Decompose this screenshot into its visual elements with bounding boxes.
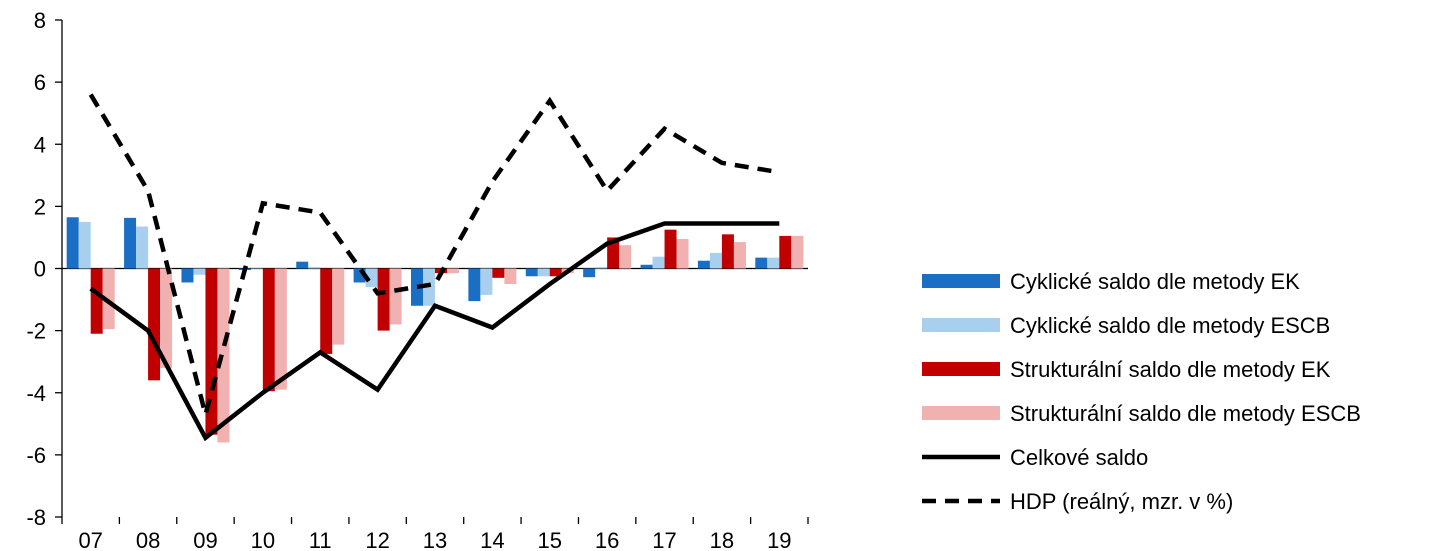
bar-2-1 — [148, 268, 161, 381]
y-tick-label: 4 — [34, 132, 46, 157]
legend-label-0: Cyklické saldo dle metody EK — [1010, 269, 1300, 294]
y-tick-label: -8 — [26, 505, 46, 530]
y-tick-label: 6 — [34, 70, 46, 95]
bar-2-12 — [779, 235, 792, 269]
legend-swatch-1 — [922, 318, 1000, 332]
legend-swatch-3 — [922, 406, 1000, 420]
bar-0-4 — [296, 261, 309, 269]
x-tick-label: 10 — [251, 528, 275, 551]
x-tick-label: 11 — [309, 528, 332, 551]
bar-1-5 — [365, 268, 378, 288]
chart-bars — [66, 217, 804, 443]
bar-3-4 — [332, 268, 345, 345]
legend-label-1: Cyklické saldo dle metody ESCB — [1010, 313, 1330, 338]
chart-tick-labels: 8 6 4 2 0 -2 -4 -6 -8 07 08 09 10 11 12 13 14 15 16 17 18 19 — [26, 8, 791, 551]
legend-swatch-0 — [922, 274, 1000, 288]
legend-label-2: Strukturální saldo dle metody EK — [1010, 357, 1331, 382]
bar-2-10 — [664, 229, 677, 269]
bar-3-6 — [447, 268, 459, 274]
x-tick-label: 16 — [595, 528, 619, 551]
x-tick-label: 07 — [78, 528, 102, 551]
legend-label-4: Celkové saldo — [1010, 445, 1148, 470]
bar-2-11 — [721, 234, 734, 269]
bar-1-1 — [136, 226, 149, 269]
bar-3-1 — [160, 268, 173, 368]
bar-3-10 — [676, 238, 689, 269]
x-tick-label: 13 — [423, 528, 447, 551]
bar-3-0 — [102, 268, 115, 330]
x-tick-label: 09 — [193, 528, 217, 551]
bar-3-5 — [389, 268, 402, 325]
bar-1-3 — [250, 268, 263, 269]
bar-1-4 — [308, 266, 321, 269]
bar-3-11 — [733, 242, 746, 269]
bar-1-7 — [480, 268, 493, 295]
bar-0-11 — [697, 260, 710, 269]
legend-swatch-2 — [922, 362, 1000, 376]
legend-label-5: HDP (reálný, mzr. v %) — [1010, 489, 1233, 514]
chart-lines — [88, 93, 780, 442]
x-tick-label: 14 — [480, 528, 504, 551]
bar-2-9 — [607, 237, 620, 269]
bar-1-11 — [709, 252, 722, 269]
x-tick-label: 12 — [365, 528, 389, 551]
bar-0-1 — [124, 217, 137, 269]
bar-2-2 — [205, 268, 218, 435]
bar-3-7 — [504, 268, 517, 285]
bar-1-9 — [595, 266, 608, 269]
chart-legend: Cyklické saldo dle metody EK Cyklické sal… — [922, 269, 1361, 514]
x-tick-label: 18 — [710, 528, 734, 551]
bar-0-6 — [411, 268, 423, 306]
bar-3-3 — [274, 268, 287, 390]
bar-0-12 — [755, 257, 768, 269]
series-line-4 — [89, 221, 780, 442]
x-tick-label: 17 — [652, 528, 676, 551]
y-tick-label: 0 — [34, 257, 46, 282]
bar-2-7 — [492, 268, 505, 278]
bar-3-9 — [619, 245, 632, 269]
bar-1-12 — [767, 257, 780, 269]
bar-2-5 — [377, 268, 390, 331]
y-tick-label: -4 — [26, 381, 46, 406]
bar-1-8 — [537, 268, 550, 277]
bar-0-2 — [181, 268, 194, 283]
y-tick-label: -6 — [26, 443, 46, 468]
bar-3-12 — [791, 235, 804, 269]
series-line-5 — [88, 93, 780, 424]
x-tick-label: 08 — [136, 528, 160, 551]
bar-2-4 — [320, 268, 333, 354]
bar-1-0 — [78, 221, 91, 269]
bar-2-0 — [90, 268, 103, 334]
x-tick-label: 15 — [538, 528, 562, 551]
bar-0-8 — [525, 268, 538, 277]
bar-0-9 — [583, 268, 596, 278]
bar-0-10 — [640, 264, 653, 269]
bar-1-10 — [652, 256, 665, 269]
legend-label-3: Strukturální saldo dle metody ESCB — [1010, 401, 1361, 426]
bar-2-3 — [262, 268, 275, 392]
y-tick-label: -2 — [26, 319, 46, 344]
y-tick-label: 2 — [34, 194, 46, 219]
bar-1-2 — [193, 268, 206, 275]
bar-0-0 — [66, 217, 79, 269]
bar-2-8 — [549, 268, 562, 277]
bar-0-7 — [468, 268, 481, 302]
y-tick-label: 8 — [34, 8, 46, 33]
x-tick-label: 19 — [767, 528, 791, 551]
